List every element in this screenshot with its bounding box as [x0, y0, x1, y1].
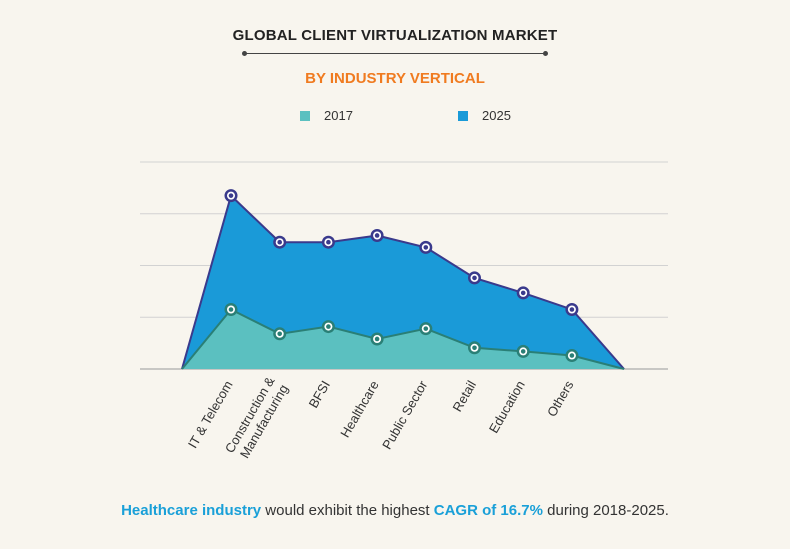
x-tick-label-4: Public Sector	[379, 377, 431, 451]
point-core-2025-4	[423, 245, 429, 250]
point-core-2025-1	[277, 239, 283, 245]
footnote-highlight-industry: Healthcare industry	[121, 502, 262, 519]
area-2025	[182, 195, 624, 369]
title-divider	[242, 51, 548, 56]
point-core-2025-7	[569, 307, 575, 312]
point-core-2025-3	[374, 233, 380, 238]
footnote-text-1: would exhibit the highest	[261, 502, 434, 519]
x-tick-label-7: Others	[544, 378, 577, 420]
footnote-highlight-cagr: CAGR of 16.7%	[433, 502, 543, 519]
point-core-2017-0	[228, 307, 234, 312]
legend-swatch-2025	[458, 111, 468, 121]
point-core-2025-2	[326, 239, 331, 245]
point-core-2017-3	[374, 336, 380, 342]
x-tick-label-6: Education	[486, 378, 528, 436]
footnote-text-2: during 2018-2025.	[542, 502, 669, 519]
chart-subtitle: BY INDUSTRY VERTICAL	[305, 70, 485, 87]
point-core-2025-0	[228, 193, 234, 198]
x-tick-label-5: Retail	[449, 378, 479, 414]
point-core-2017-1	[277, 331, 283, 337]
point-core-2017-2	[326, 324, 331, 329]
legend-label-2017: 2017	[324, 108, 353, 123]
x-tick-label-3: Healthcare	[337, 378, 381, 440]
point-core-2017-7	[569, 353, 575, 358]
area-2017	[182, 309, 624, 369]
line-2017	[181, 308, 625, 370]
point-core-2017-4	[423, 326, 429, 331]
chart-title: GLOBAL CLIENT VIRTUALIZATION MARKET	[232, 27, 558, 44]
x-tick-label-2: BFSI	[306, 378, 333, 411]
point-core-2017-6	[520, 349, 526, 354]
line-2025	[181, 193, 625, 370]
point-core-2025-6	[520, 290, 526, 296]
point-core-2017-5	[472, 345, 477, 351]
legend-swatch-2017	[300, 111, 310, 121]
footnote: Healthcare industry would exhibit the hi…	[0, 502, 790, 519]
point-core-2025-5	[472, 275, 477, 281]
legend-label-2025: 2025	[482, 108, 511, 123]
